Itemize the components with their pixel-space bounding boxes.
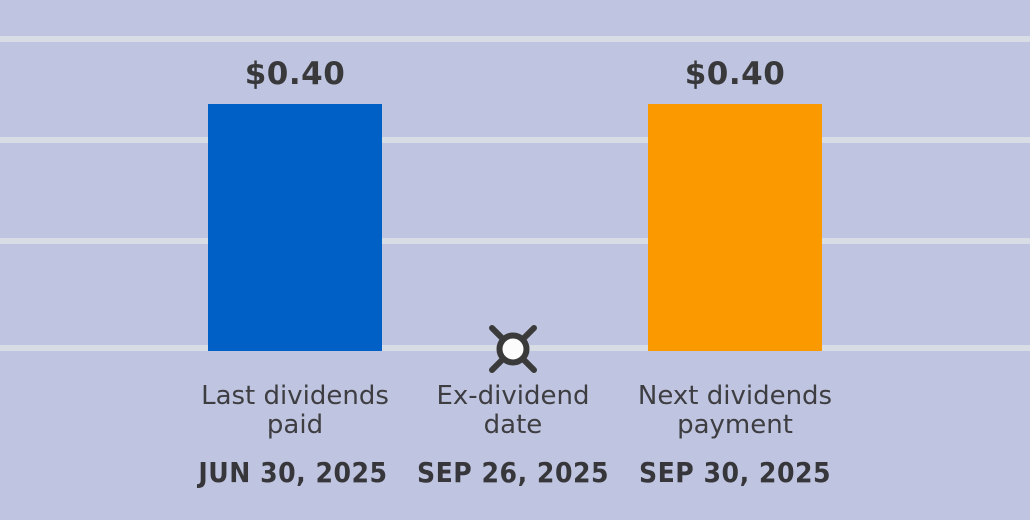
last-dividend-bar <box>208 104 382 351</box>
ex-dividend-date-label: SEP 26, 2025 <box>416 456 610 489</box>
next-dividend-date-label: SEP 30, 2025 <box>638 456 832 489</box>
gridline <box>0 238 1030 244</box>
category-label-line: payment <box>677 410 793 440</box>
ex-dividend-category-label: Ex-dividend date <box>383 382 643 440</box>
category-label-line: Last dividends <box>201 381 389 411</box>
last-dividend-category-label: Last dividends paid <box>165 382 425 440</box>
gridline <box>0 137 1030 143</box>
next-dividend-category-label: Next dividends payment <box>605 382 865 440</box>
gridline <box>0 36 1030 42</box>
next-dividend-value-label: $0.40 <box>684 56 786 92</box>
circle-x-icon <box>489 325 537 373</box>
next-dividend-bar <box>648 104 822 351</box>
category-label-line: date <box>483 410 543 440</box>
category-label-line: Next dividends <box>637 381 833 411</box>
last-dividend-date-label: JUN 30, 2025 <box>198 456 388 489</box>
category-label-line: Ex-dividend <box>436 381 590 411</box>
category-label-line: paid <box>266 410 324 440</box>
last-dividend-value-label: $0.40 <box>244 56 346 92</box>
